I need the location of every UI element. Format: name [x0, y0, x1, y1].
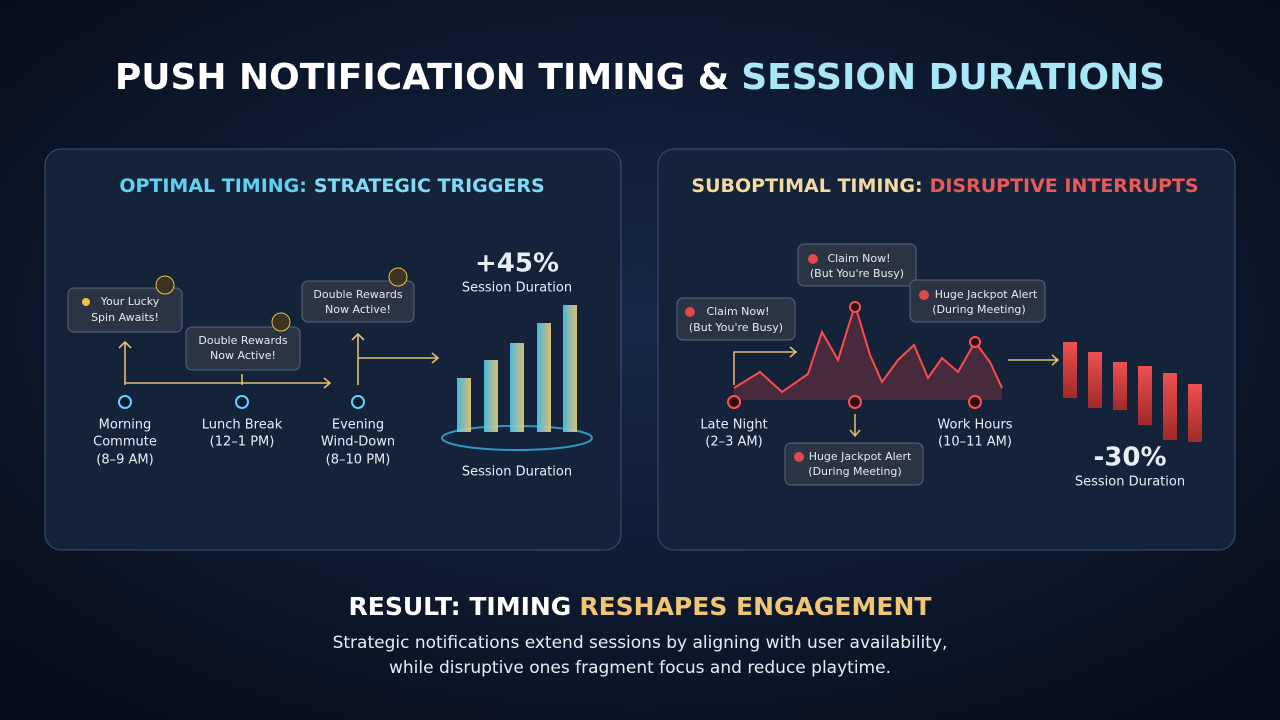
bar: [1163, 373, 1177, 440]
arrow: [733, 346, 1060, 438]
timeline-label: Work Hours: [937, 418, 1012, 433]
timeline-dot: [968, 395, 982, 409]
disruption-line: [733, 301, 1003, 394]
bell-icon: [155, 275, 175, 295]
timeline-label: Evening: [332, 418, 384, 433]
bar: [1088, 352, 1102, 408]
timeline-label: (2–3 AM): [705, 435, 762, 450]
panel-title: SUBOPTIMAL TIMING: DISRUPTIVE INTERRUPTS: [691, 175, 1198, 197]
notification: [784, 442, 924, 486]
timeline-label: (8–9 AM): [96, 453, 153, 468]
notification-text: Your Lucky: [100, 295, 160, 308]
timeline-label: Late Night: [700, 418, 767, 433]
alert-icon: [685, 307, 695, 317]
bar: [1113, 362, 1127, 410]
timeline-label: (8–10 PM): [326, 453, 391, 468]
bar: [1063, 342, 1077, 398]
result-text: Strategic notifications extend sessions …: [333, 633, 948, 653]
bar: [1138, 366, 1152, 425]
timeline-dot: [235, 395, 249, 409]
title-part: SESSION DURATIONS: [741, 57, 1165, 98]
bell-icon: [271, 312, 291, 332]
notification: [797, 243, 917, 287]
panel-title-part: DISRUPTIVE INTERRUPTS: [930, 175, 1199, 197]
timeline-dot: [848, 395, 862, 409]
notification-text: Double Rewards: [198, 334, 287, 347]
timeline-dot: [727, 395, 741, 409]
notification-text: Claim Now!: [706, 305, 769, 318]
timeline-label: Commute: [93, 435, 157, 450]
bar: [563, 305, 577, 432]
notification-text: (But You're Busy): [689, 321, 783, 334]
notification-text: Spin Awaits!: [91, 311, 159, 324]
arrow: [118, 332, 440, 389]
panel-title-part: SUBOPTIMAL TIMING:: [691, 175, 922, 197]
notification: [301, 280, 415, 323]
alert-icon: [808, 254, 818, 264]
panel: [44, 148, 622, 551]
bars-label: Session Duration: [462, 465, 572, 480]
notification: [67, 287, 183, 333]
panel-title: OPTIMAL TIMING: STRATEGIC TRIGGERS: [119, 175, 544, 197]
timeline-label: (12–1 PM): [210, 435, 275, 450]
bell-icon: [388, 267, 408, 287]
notification-text: Huge Jackpot Alert: [935, 288, 1038, 301]
alert-dot: [969, 336, 981, 348]
disruption-area: [734, 305, 1002, 400]
notification-text: (But You're Busy): [810, 267, 904, 280]
connectors: [118, 332, 440, 389]
alert-icon: [919, 290, 929, 300]
result-text: while disruptive ones fragment focus and…: [389, 658, 891, 678]
result-title-part: RESHAPES ENGAGEMENT: [579, 592, 931, 621]
timeline-label: Lunch Break: [202, 418, 283, 433]
alert-icon: [794, 452, 804, 462]
change-value: -30%: [1093, 443, 1166, 473]
bar: [537, 323, 551, 432]
bar: [1188, 384, 1202, 442]
panel: [657, 148, 1236, 551]
timeline-label: (10–11 AM): [938, 435, 1012, 450]
bell-icon: [82, 298, 90, 306]
panel-title-part: OPTIMAL TIMING:: [119, 175, 307, 197]
notification: [909, 279, 1046, 323]
notification-text: Claim Now!: [827, 252, 890, 265]
panel-title-part: STRATEGIC TRIGGERS: [314, 175, 545, 197]
result-title: RESULT: TIMING RESHAPES ENGAGEMENT: [349, 592, 932, 621]
result-title-part: RESULT: TIMING: [349, 592, 572, 621]
notification-text: Double Rewards: [313, 288, 402, 301]
notification: [676, 297, 796, 341]
bar: [510, 343, 524, 432]
change-value: +45%: [475, 249, 559, 279]
notification-text: (During Meeting): [932, 303, 1025, 316]
alert-dot: [849, 301, 861, 313]
notification-text: Now Active!: [325, 303, 391, 316]
timeline-dot: [118, 395, 132, 409]
title: PUSH NOTIFICATION TIMING & SESSION DURATI…: [115, 57, 1165, 98]
notification-text: (During Meeting): [808, 465, 901, 478]
bar: [457, 378, 471, 432]
bar: [484, 360, 498, 432]
change-label: Session Duration: [1075, 475, 1185, 490]
notification-text: Now Active!: [210, 349, 276, 362]
timeline-label: Wind-Down: [321, 435, 395, 450]
notification-text: Huge Jackpot Alert: [809, 450, 912, 463]
title-part: PUSH NOTIFICATION TIMING &: [115, 57, 729, 98]
timeline-label: Morning: [99, 418, 152, 433]
timeline-dot: [351, 395, 365, 409]
change-label: Session Duration: [462, 281, 572, 296]
notification: [185, 326, 301, 371]
